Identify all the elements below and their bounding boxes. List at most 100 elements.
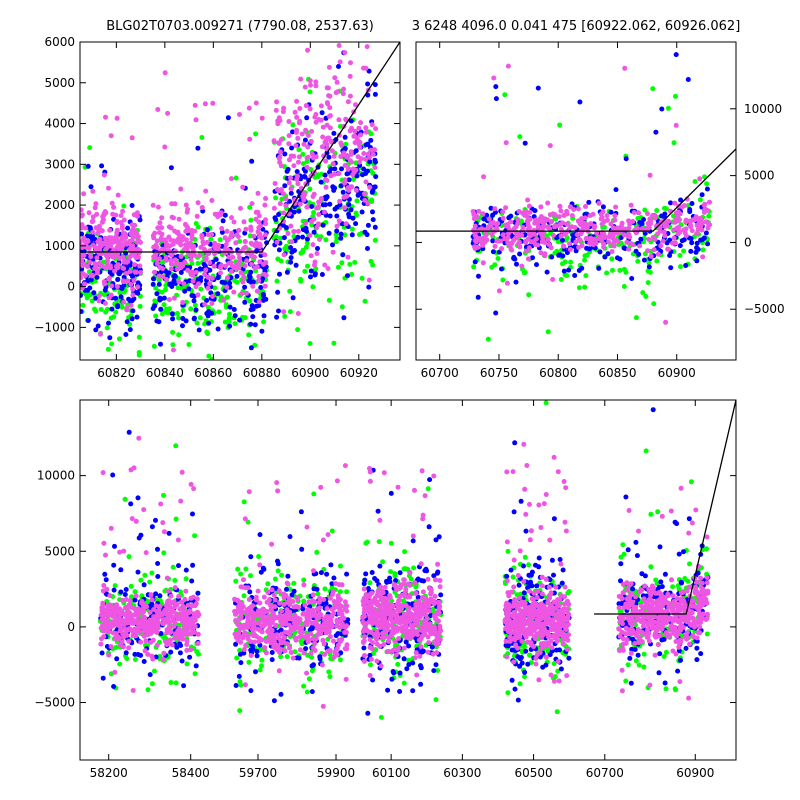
top-left-green-point — [247, 204, 253, 210]
top-left-blue-point — [365, 222, 371, 228]
top-left-magenta-point — [80, 244, 86, 250]
top-left-green-point — [303, 244, 309, 250]
top-left-blue-point — [115, 276, 121, 282]
bottom-magenta-point — [314, 622, 320, 628]
top-left-magenta-point — [181, 281, 187, 287]
top-right-magenta-point — [672, 240, 678, 246]
bottom-magenta-point — [394, 628, 400, 634]
bottom-magenta-point — [241, 647, 247, 652]
top-left-blue-point — [193, 307, 199, 313]
top-left-magenta-point — [309, 151, 315, 157]
bottom-blue-point — [155, 546, 160, 552]
bottom-magenta-point — [425, 576, 431, 582]
bottom-magenta-point — [413, 650, 419, 656]
bottom-magenta-point — [194, 596, 200, 602]
top-left-magenta-point — [340, 91, 346, 97]
top-left-green-point — [334, 235, 340, 241]
bottom-blue-point — [317, 656, 323, 662]
bottom-magenta-point — [169, 642, 175, 648]
top-right-magenta-point — [576, 244, 582, 250]
bottom-blue-point — [365, 586, 371, 591]
bottom-magenta-point — [108, 525, 114, 531]
top-left-magenta-point — [203, 267, 209, 273]
top-left-blue-point — [234, 273, 240, 279]
top-right-magenta-point — [663, 319, 669, 325]
top-right-magenta-point — [612, 217, 618, 223]
bottom-blue-point — [254, 653, 260, 659]
bottom-magenta-point — [192, 624, 198, 629]
top-left-blue-point — [365, 246, 370, 251]
top-left-magenta-point — [205, 232, 211, 238]
top-right-blue-point — [597, 249, 603, 255]
top-left-panel: 60820 60840 60860 60880 60900 60920−100001000… — [34, 35, 401, 380]
top-left-green-point — [247, 298, 253, 304]
bottom-green-point — [170, 564, 176, 570]
top-right-blue-point — [641, 217, 646, 222]
top-left-magenta-point — [277, 159, 283, 165]
bottom-magenta-point — [275, 488, 281, 494]
bottom-magenta-point — [334, 478, 340, 484]
bottom-green-point — [304, 689, 310, 695]
top-left-magenta-point — [310, 194, 316, 199]
bottom-magenta-point — [305, 633, 310, 639]
top-left-magenta-point — [114, 218, 120, 224]
top-left-magenta-point — [152, 269, 157, 275]
bottom-magenta-point — [344, 623, 349, 629]
bottom-magenta-point — [297, 634, 303, 640]
top-left-magenta-point — [207, 260, 213, 266]
top-left-magenta-point — [209, 275, 215, 281]
top-right-green-point — [665, 105, 671, 111]
top-left-magenta-point — [121, 299, 127, 305]
top-left-green-point — [153, 285, 159, 291]
top-right-magenta-point — [587, 240, 593, 246]
bottom-blue-point — [329, 581, 335, 587]
bottom-magenta-point — [317, 595, 323, 601]
top-right-green-point — [554, 248, 560, 254]
top-left-magenta-point — [352, 128, 358, 134]
top-left-magenta-point — [263, 260, 269, 265]
bottom-magenta-point — [299, 625, 305, 631]
bottom-green-point — [234, 655, 240, 661]
bottom-green-point — [435, 668, 441, 673]
top-left-magenta-point — [174, 266, 180, 272]
top-left-magenta-point — [223, 263, 229, 269]
top-left-green-point — [204, 329, 210, 335]
top-left-magenta-point — [93, 201, 99, 207]
top-left-magenta-point — [90, 218, 96, 224]
top-left-magenta-point — [132, 222, 138, 228]
top-right-blue-point — [488, 205, 494, 211]
top-left-blue-point — [94, 274, 100, 280]
bottom-green-point — [433, 697, 439, 703]
top-left-magenta-point — [152, 230, 158, 236]
top-left-magenta-point — [156, 256, 162, 262]
top-left-blue-point — [158, 341, 163, 347]
top-right-magenta-point — [558, 233, 564, 239]
top-left-blue-point — [346, 170, 352, 176]
bottom-magenta-point — [141, 507, 147, 513]
top-right-magenta-point — [651, 247, 657, 253]
bottom-magenta-point — [272, 639, 278, 645]
top-left-ytick-label: 2000 — [44, 198, 75, 212]
top-right-magenta-point — [476, 208, 482, 214]
top-left-magenta-point — [298, 76, 304, 82]
top-right-magenta-point — [480, 211, 486, 217]
top-left-magenta-point — [310, 242, 316, 248]
bottom-magenta-point — [343, 676, 349, 682]
bottom-blue-point — [138, 532, 144, 538]
top-left-magenta-point — [280, 109, 286, 115]
top-left-blue-point — [311, 229, 317, 235]
top-left-magenta-point — [338, 154, 344, 159]
top-left-magenta-point — [115, 262, 121, 268]
top-left-blue-point — [326, 154, 332, 160]
bottom-magenta-point — [423, 599, 429, 605]
top-left-blue-point — [116, 270, 122, 276]
top-right-ytick-label: −5000 — [744, 302, 785, 316]
top-right-magenta-point — [697, 215, 703, 221]
bottom-magenta-point — [414, 672, 420, 678]
top-left-magenta-point — [262, 252, 268, 258]
top-left-magenta-point — [248, 227, 254, 233]
top-left-magenta-point — [313, 83, 319, 89]
top-left-green-point — [109, 341, 115, 347]
top-right-blue-point — [694, 245, 700, 251]
top-left-green-point — [180, 307, 186, 313]
